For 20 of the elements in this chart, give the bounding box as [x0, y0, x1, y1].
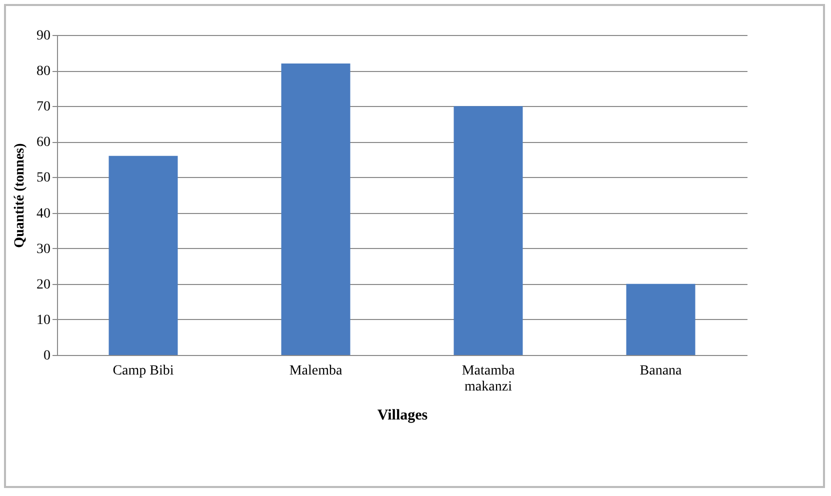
y-tick-label: 0 [44, 348, 50, 364]
y-tick-label: 50 [36, 170, 50, 186]
y-tick-label: 70 [36, 100, 50, 115]
x-tick-label: Banana [640, 364, 683, 378]
x-tick-label: Matamba makanzi [462, 364, 516, 394]
y-tick-label: 10 [36, 312, 50, 328]
x-tick-label: Camp Bibi [112, 364, 174, 378]
bar [454, 106, 523, 355]
bar [626, 284, 696, 355]
x-axis-title: Villages [377, 408, 428, 424]
y-axis-title: Quantité (tonnes) [12, 142, 28, 248]
x-tick-label: Malemba [289, 364, 343, 378]
y-tick-label: 20 [36, 277, 50, 292]
y-tick-label: 60 [36, 135, 50, 150]
bar [108, 156, 178, 355]
y-tick-label: 90 [36, 28, 50, 44]
y-tick-label: 30 [36, 242, 50, 257]
bar [281, 63, 350, 355]
y-tick-label: 80 [36, 64, 50, 80]
y-tick-label: 40 [36, 206, 50, 222]
